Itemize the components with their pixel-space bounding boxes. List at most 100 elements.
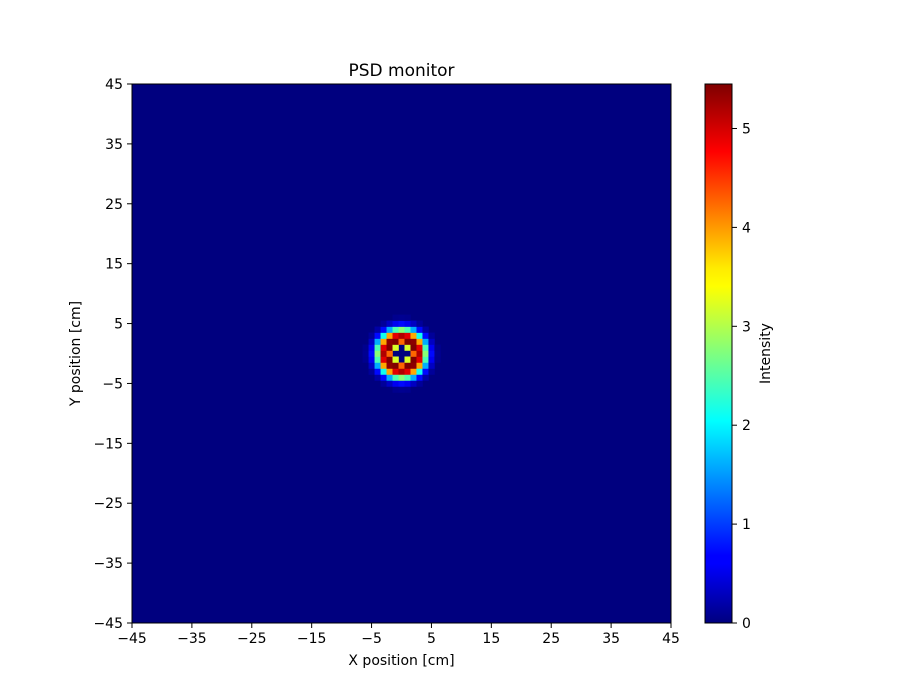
heatmap-cell <box>434 350 441 357</box>
heatmap-cell <box>374 326 381 333</box>
heatmap-cell <box>422 362 429 369</box>
heatmap-cell <box>404 326 411 333</box>
heatmap-cell <box>380 356 387 363</box>
heatmap-cell <box>380 344 387 351</box>
heatmap-cell <box>422 356 429 363</box>
colorbar-tick-label: 5 <box>742 122 751 138</box>
plot-frame <box>131 83 672 624</box>
heatmap-cell <box>422 338 429 345</box>
heatmap-cell <box>380 320 387 327</box>
heatmap-cell <box>422 332 429 339</box>
heatmap-cell <box>416 374 423 381</box>
colorbar-tick-label: 3 <box>742 319 751 335</box>
colorbar: 0 1 2 3 4 5 Intensity <box>704 83 774 632</box>
heatmap-cell <box>374 356 381 363</box>
heatmap-cell <box>416 338 423 345</box>
x-tick-label: 15 <box>482 631 500 647</box>
heatmap-cell <box>410 380 417 387</box>
heatmap-cell <box>404 344 411 351</box>
y-tick-label: 45 <box>105 77 123 93</box>
heatmap-cell <box>428 344 435 351</box>
heatmap-cell <box>374 332 381 339</box>
heatmap-cell <box>428 332 435 339</box>
y-tick-label: 35 <box>105 137 123 153</box>
heatmap-cell <box>392 368 399 375</box>
heatmap-cell <box>392 332 399 339</box>
heatmap-cell <box>404 320 411 327</box>
y-tick-label: −25 <box>93 496 123 512</box>
heatmap-cell <box>392 356 399 363</box>
heatmap-cell <box>398 314 405 321</box>
heatmap-cell <box>386 320 393 327</box>
y-axis-label: Y position [cm] <box>68 301 84 407</box>
heatmap-cell <box>368 338 375 345</box>
x-tick-label: 35 <box>602 631 620 647</box>
heatmap-cell <box>398 368 405 375</box>
heatmap-cell <box>392 320 399 327</box>
y-tick-label: −15 <box>93 436 123 452</box>
heatmap-cell <box>380 338 387 345</box>
heatmap-cell <box>404 386 411 393</box>
x-tick-label: 25 <box>542 631 560 647</box>
heatmap-cell <box>380 374 387 381</box>
heatmap-cell <box>404 368 411 375</box>
x-tick-label: −25 <box>237 631 267 647</box>
heatmap-cell <box>362 344 369 351</box>
heatmap-cell <box>410 374 417 381</box>
heatmap-cell <box>386 332 393 339</box>
heatmap-cell <box>386 344 393 351</box>
heatmap-cell <box>404 380 411 387</box>
heatmap-cell <box>386 350 393 357</box>
heatmap-cell <box>380 368 387 375</box>
heatmap-cell <box>374 350 381 357</box>
colorbar-tick-label: 0 <box>742 616 751 632</box>
heatmap-cell <box>392 314 399 321</box>
y-tick-label: −5 <box>102 376 123 392</box>
heatmap-cell <box>368 362 375 369</box>
x-tick-label: −35 <box>177 631 207 647</box>
heatmap-cell <box>398 362 405 369</box>
heatmap-cell <box>410 344 417 351</box>
heatmap-cell <box>368 350 375 357</box>
colorbar-ticks: 0 1 2 3 4 5 <box>732 122 751 632</box>
heatmap-cell <box>428 362 435 369</box>
heatmap-cell <box>398 380 405 387</box>
heatmap-cell <box>392 374 399 381</box>
heatmap-cells <box>362 314 441 393</box>
x-axis-label: X position [cm] <box>348 653 454 669</box>
heatmap-cell <box>428 338 435 345</box>
heatmap-cell <box>410 326 417 333</box>
heatmap-cell <box>398 386 405 393</box>
heatmap-cell <box>404 314 411 321</box>
colorbar-tick-label: 4 <box>742 220 751 236</box>
heatmap-cell <box>380 362 387 369</box>
heatmap-cell <box>410 368 417 375</box>
heatmap-cell <box>410 338 417 345</box>
heatmap-cell <box>434 356 441 363</box>
heatmap-cell <box>362 350 369 357</box>
heatmap-cell <box>410 350 417 357</box>
heatmap-cell <box>398 374 405 381</box>
heatmap-cell <box>422 368 429 375</box>
heatmap-cell <box>398 332 405 339</box>
heatmap-cell <box>386 374 393 381</box>
heatmap-cell <box>392 344 399 351</box>
heatmap-cell <box>392 380 399 387</box>
colorbar-tick-label: 2 <box>742 418 751 434</box>
heatmap-cell <box>374 338 381 345</box>
heatmap-cell <box>422 350 429 357</box>
y-tick-label: 15 <box>105 257 123 273</box>
x-axis: −45 −35 −25 −15 −5 5 15 25 35 45 <box>117 623 680 647</box>
heatmap-cell <box>404 374 411 381</box>
heatmap-cell <box>362 356 369 363</box>
x-tick-label: −5 <box>361 631 382 647</box>
heatmap-cell <box>374 374 381 381</box>
heatmap-cell <box>374 344 381 351</box>
heatmap-cell <box>410 356 417 363</box>
heatmap-cell <box>386 362 393 369</box>
heatmap-cell <box>428 356 435 363</box>
heatmap-cell <box>416 344 423 351</box>
heatmap-cell <box>398 320 405 327</box>
heatmap-cell <box>380 350 387 357</box>
